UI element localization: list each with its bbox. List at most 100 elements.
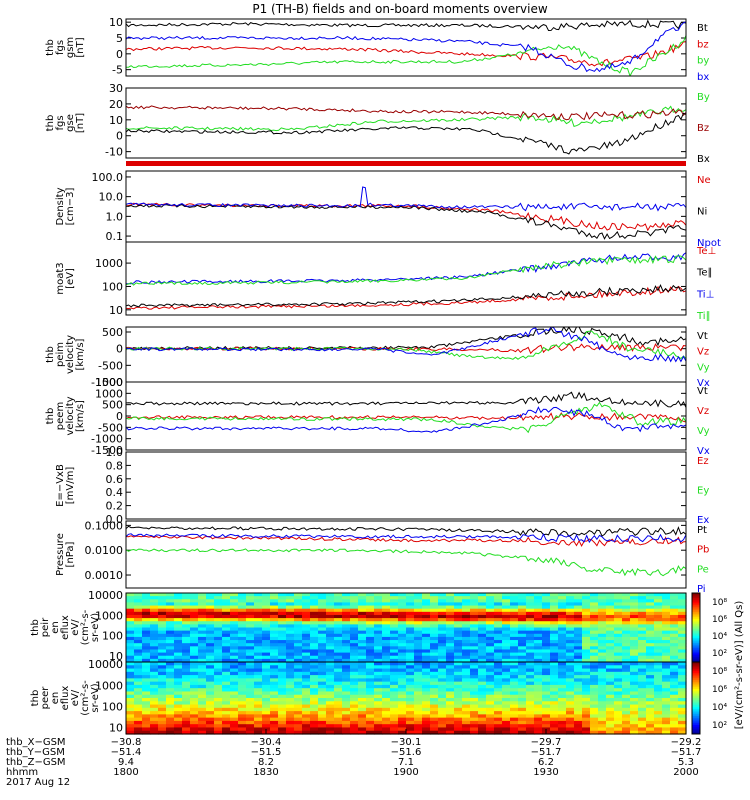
series-npot [126, 186, 686, 212]
heatmap-cell [622, 630, 631, 635]
heatmap-cell [182, 688, 191, 693]
heatmap-cell [182, 711, 191, 715]
heatmap-cell [454, 633, 463, 638]
heatmap-cell [582, 602, 591, 607]
heatmap-cell [566, 608, 575, 613]
heatmap-cell [326, 608, 335, 613]
heatmap-cell [190, 658, 199, 663]
heatmap-cell [126, 658, 135, 663]
heatmap-cell [302, 691, 311, 696]
heatmap-cell [246, 691, 255, 696]
heatmap-cell [270, 694, 279, 699]
colorbar-step [692, 651, 700, 654]
heatmap-cell [310, 668, 319, 673]
heatmap-cell [574, 611, 583, 616]
heatmap-cell [278, 605, 287, 610]
heatmap-cell [374, 593, 383, 597]
y-tick-label: 10 [109, 650, 123, 663]
heatmap-cell [318, 605, 327, 610]
heatmap-cell [134, 618, 143, 622]
heatmap-cell [278, 652, 287, 657]
heatmap-cell [270, 675, 279, 679]
heatmap-cell [182, 593, 191, 597]
heatmap-cell [334, 684, 343, 689]
heatmap-cell [166, 614, 175, 619]
heatmap-cell [326, 630, 335, 635]
heatmap-cell [294, 636, 303, 641]
heatmap-cell [302, 668, 311, 673]
heatmap-cell [230, 652, 239, 657]
heatmap-cell [382, 652, 391, 657]
heatmap-cell [398, 717, 407, 722]
heatmap-cell [398, 658, 407, 663]
heatmap-cell [142, 646, 151, 651]
heatmap-cell [630, 701, 639, 706]
heatmap-cell [462, 694, 471, 699]
heatmap-cell [486, 655, 495, 660]
heatmap-cell [166, 681, 175, 686]
heatmap-cell [214, 636, 223, 641]
heatmap-cell [238, 691, 247, 696]
heatmap-cell [390, 714, 399, 719]
heatmap-cell [454, 646, 463, 651]
heatmap-cell [526, 668, 535, 673]
heatmap-cell [366, 671, 375, 676]
heatmap-cell [150, 665, 159, 670]
heatmap-cell [382, 624, 391, 629]
heatmap-cell [550, 630, 559, 635]
heatmap-cell [358, 668, 367, 673]
heatmap-cell [126, 652, 135, 657]
heatmap-cell [526, 727, 535, 732]
heatmap-cell [462, 649, 471, 654]
heatmap-cell [478, 717, 487, 722]
heatmap-cell [518, 662, 527, 666]
heatmap-cell [310, 608, 319, 613]
heatmap-cell [310, 636, 319, 641]
heatmap-cell [590, 649, 599, 654]
heatmap-cell [566, 675, 575, 679]
heatmap-cell [606, 605, 615, 610]
heatmap-cell [486, 640, 495, 644]
heatmap-cell [318, 704, 327, 709]
colorbar-step [692, 598, 700, 601]
heatmap-cell [558, 694, 567, 699]
legend-npot: Npot [697, 238, 721, 249]
heatmap-cell [590, 698, 599, 702]
heatmap-cell [670, 720, 679, 725]
heatmap-cell [150, 707, 159, 712]
heatmap-cell [358, 618, 367, 622]
heatmap-cell [182, 707, 191, 712]
heatmap-cell [206, 640, 215, 644]
heatmap-cell [574, 720, 583, 725]
heatmap-cell [406, 668, 415, 673]
heatmap-cell [582, 711, 591, 715]
heatmap-cell [502, 611, 511, 616]
heatmap-cell [558, 701, 567, 706]
heatmap-cell [278, 621, 287, 625]
heatmap-cell [422, 605, 431, 610]
heatmap-cell [270, 707, 279, 712]
heatmap-cell [646, 602, 655, 607]
heatmap-cell [406, 636, 415, 641]
heatmap-cell [326, 678, 335, 683]
heatmap-cell [150, 599, 159, 604]
heatmap-cell [286, 636, 295, 641]
heatmap-cell [414, 593, 423, 597]
heatmap-cell [606, 618, 615, 622]
heatmap-cell [454, 681, 463, 686]
heatmap-cell [622, 605, 631, 610]
heatmap-cell [582, 655, 591, 660]
heatmap-cell [622, 701, 631, 706]
heatmap-cell [526, 704, 535, 709]
heatmap-cell [142, 730, 151, 735]
heatmap-cell [262, 678, 271, 683]
heatmap-cell [462, 724, 471, 729]
heatmap-cell [574, 678, 583, 683]
heatmap-cell [446, 681, 455, 686]
heatmap-cell [462, 688, 471, 693]
heatmap-cell [246, 694, 255, 699]
heatmap-cell [246, 646, 255, 651]
heatmap-cell [398, 652, 407, 657]
panel-ylabel: peer [40, 686, 51, 710]
heatmap-cell [262, 720, 271, 725]
